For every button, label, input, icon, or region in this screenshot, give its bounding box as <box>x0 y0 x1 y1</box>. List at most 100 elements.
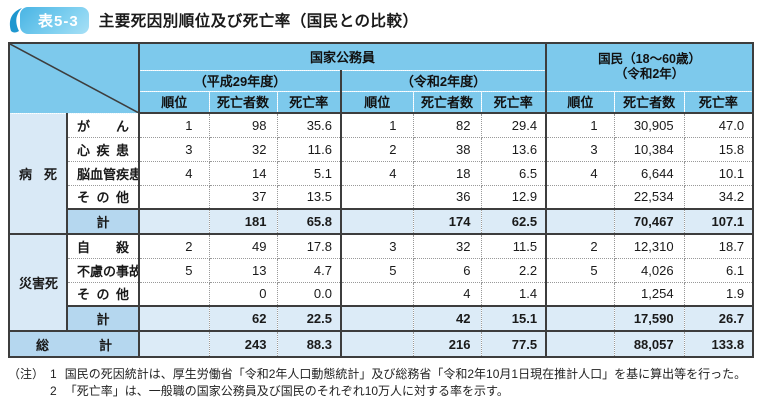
data-cell <box>545 208 615 235</box>
data-cell: 10,384 <box>613 136 685 162</box>
data-cell: 11.6 <box>276 136 342 162</box>
data-cell: 11.5 <box>480 233 547 259</box>
data-cell: 13 <box>208 257 278 283</box>
data-cell <box>138 330 210 358</box>
data-cell: 15.8 <box>683 136 754 162</box>
data-cell: 3 <box>545 136 615 162</box>
cause-label: 心疾患 <box>66 136 140 162</box>
cause-label: 脳血管疾患 <box>66 160 140 186</box>
data-cell: 12.9 <box>480 184 547 210</box>
data-cell: 47.0 <box>683 112 754 138</box>
grand-total-label: 総計 <box>8 330 140 358</box>
subheader-rank: 順位 <box>340 90 414 114</box>
data-cell: 22.5 <box>276 305 342 332</box>
table-row: 不慮の事故 5 13 4.7 5 6 2.2 5 4,026 6.1 <box>9 257 754 283</box>
subheader-deaths: 死亡者数 <box>613 90 685 114</box>
data-cell: 13.5 <box>276 184 342 210</box>
table-row: その他 0 0.0 4 1.4 1,254 1.9 <box>9 281 754 307</box>
data-cell: 2 <box>545 233 615 259</box>
data-cell: 49 <box>208 233 278 259</box>
group-label-saigaishi: 災害死 <box>8 233 68 332</box>
header-h29: （平成29年度） <box>138 69 342 92</box>
data-cell: 42 <box>412 305 482 332</box>
data-cell <box>340 208 414 235</box>
data-cell: 13.6 <box>480 136 547 162</box>
table-row: 災害死 自殺 2 49 17.8 3 32 11.5 2 12,310 18.7 <box>8 233 754 332</box>
data-cell: 0.0 <box>276 281 342 307</box>
header-kokumin: 国民（18～60歳） （令和2年） <box>545 42 754 92</box>
data-cell: 4.7 <box>276 257 342 283</box>
subtotal-row: 計 181 65.8 174 62.5 70,467 107.1 <box>9 208 754 235</box>
data-cell <box>138 184 210 210</box>
data-cell: 0 <box>208 281 278 307</box>
header-kokka-komuin: 国家公務員 <box>137 42 547 71</box>
subheader-rank: 順位 <box>545 90 615 114</box>
data-cell <box>138 281 210 307</box>
data-cell: 6 <box>412 257 482 283</box>
data-cell: 4,026 <box>613 257 685 283</box>
data-cell: 4 <box>412 281 482 307</box>
data-cell: 181 <box>208 208 278 235</box>
data-cell <box>545 281 615 307</box>
data-cell: 70,467 <box>613 208 685 235</box>
corner-cell <box>8 42 140 114</box>
data-cell: 14 <box>208 160 278 186</box>
data-cell: 6.1 <box>683 257 754 283</box>
title-bar: 表5-3 主要死因別順位及び死亡率（国民との比較） <box>8 5 752 35</box>
data-cell: 15.1 <box>480 305 547 332</box>
data-cell: 4 <box>138 160 210 186</box>
mortality-table: 国家公務員 国民（18～60歳） （令和2年） （平成29年度） （令和2年度）… <box>8 42 755 358</box>
data-cell: 4 <box>340 160 414 186</box>
data-cell: 1,254 <box>613 281 685 307</box>
data-cell: 26.7 <box>683 305 754 332</box>
cause-label: 不慮の事故 <box>66 257 140 283</box>
diagonal-line <box>10 44 138 113</box>
data-cell: 17.8 <box>276 233 342 259</box>
note-2: 2 「死亡率」は、一般職の国家公務員及び国民のそれぞれ10万人に対する率を示す。 <box>50 383 746 400</box>
data-cell: 2 <box>138 233 210 259</box>
data-cell: 77.5 <box>480 330 547 358</box>
data-cell: 98 <box>208 112 278 138</box>
data-cell: 32 <box>412 233 482 259</box>
data-cell: 62 <box>208 305 278 332</box>
note-number: 1 <box>50 367 57 381</box>
data-cell: 3 <box>138 136 210 162</box>
footnotes: （注） 1 国民の死因統計は、厚生労働省「令和2年人口動態統計」及び総務省「令和… <box>8 366 752 401</box>
data-cell: 6,644 <box>613 160 685 186</box>
data-cell: 22,534 <box>613 184 685 210</box>
cause-label: がん <box>66 112 140 138</box>
table-number: 表5-3 <box>20 6 89 34</box>
data-cell: 1 <box>138 112 210 138</box>
data-cell: 5.1 <box>276 160 342 186</box>
subheader-rank: 順位 <box>138 90 210 114</box>
data-cell: 35.6 <box>276 112 342 138</box>
table-row: 心疾患 3 32 11.6 2 38 13.6 3 10,384 15.8 <box>9 136 754 162</box>
group-label-byoshi: 病死 <box>8 112 68 235</box>
data-cell <box>545 305 615 332</box>
data-cell: 30,905 <box>613 112 685 138</box>
subtotal-label: 計 <box>66 305 140 332</box>
data-cell: 17,590 <box>613 305 685 332</box>
data-cell: 2.2 <box>480 257 547 283</box>
data-cell: 88,057 <box>613 330 685 358</box>
subheader-rate: 死亡率 <box>480 90 547 114</box>
data-cell: 12,310 <box>613 233 685 259</box>
data-cell: 38 <box>412 136 482 162</box>
data-cell: 1.9 <box>683 281 754 307</box>
data-cell: 65.8 <box>276 208 342 235</box>
cause-label: その他 <box>66 281 140 307</box>
data-cell: 88.3 <box>276 330 342 358</box>
cause-label: その他 <box>66 184 140 210</box>
data-cell: 243 <box>208 330 278 358</box>
data-cell <box>138 305 210 332</box>
data-cell <box>545 184 615 210</box>
data-cell: 36 <box>412 184 482 210</box>
data-cell: 5 <box>340 257 414 283</box>
data-cell: 5 <box>138 257 210 283</box>
data-cell <box>545 330 615 358</box>
data-cell <box>138 208 210 235</box>
note-text: 「死亡率」は、一般職の国家公務員及び国民のそれぞれ10万人に対する率を示す。 <box>64 384 509 399</box>
data-cell: 5 <box>545 257 615 283</box>
data-cell <box>340 281 414 307</box>
data-cell: 62.5 <box>480 208 547 235</box>
